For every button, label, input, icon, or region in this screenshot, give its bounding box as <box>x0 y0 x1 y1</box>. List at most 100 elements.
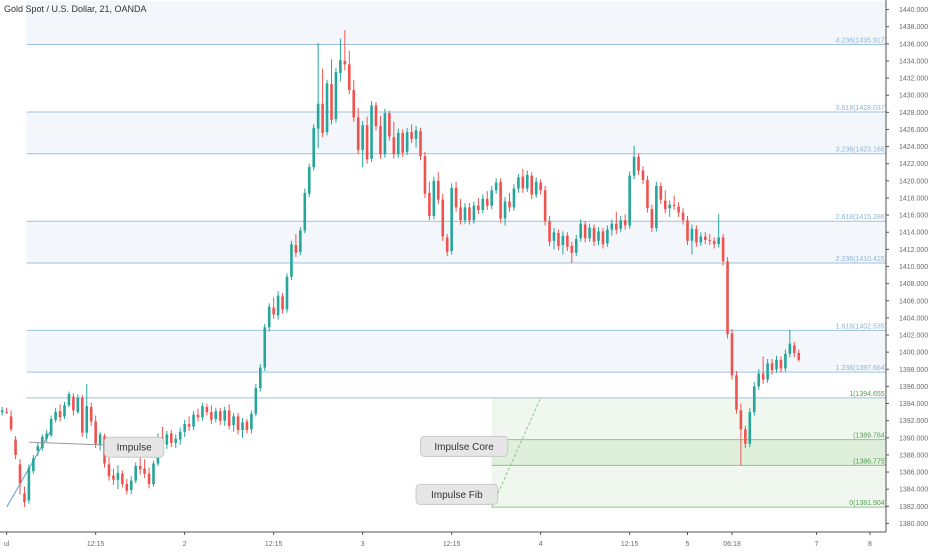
candle-body <box>312 127 315 168</box>
candle-body <box>245 421 249 431</box>
candle-body <box>321 103 324 133</box>
price-tick-label: 1416.000 <box>899 213 928 220</box>
candle-body <box>419 131 422 157</box>
candle-body <box>650 209 654 228</box>
candle-body <box>374 105 378 127</box>
time-tick-label: 5 <box>686 541 690 548</box>
candle-body <box>36 446 40 451</box>
price-tick-label: 1400.000 <box>899 350 928 357</box>
candle-body <box>356 117 360 151</box>
candle-body <box>450 187 453 252</box>
callout-box <box>415 483 499 505</box>
candle-body <box>254 388 258 414</box>
candle-body <box>423 156 427 194</box>
time-tick-label: 7 <box>815 541 819 548</box>
fib-label: 1.618(1402.535) <box>836 323 887 330</box>
time-tick-label: 12:15 <box>87 541 105 548</box>
candle-body <box>757 373 760 387</box>
candle-body <box>23 493 26 503</box>
candle-body <box>735 375 738 410</box>
candle-body <box>601 231 605 245</box>
candle-body <box>263 327 267 368</box>
candle-body <box>690 228 694 241</box>
candle-body <box>454 187 458 208</box>
candle-body <box>89 406 93 422</box>
price-tick-label: 1390.000 <box>899 435 928 442</box>
callout-label: Impulse <box>117 443 152 454</box>
callout-box <box>104 436 165 458</box>
candle-body <box>548 221 551 242</box>
candle-body <box>303 192 307 231</box>
candle-body <box>94 421 97 444</box>
candle-body <box>508 201 511 208</box>
candle-body <box>405 132 409 152</box>
candle-body <box>267 306 271 328</box>
candle-body <box>401 132 404 153</box>
candle-body <box>116 472 120 480</box>
candle-body <box>330 84 333 121</box>
candle-body <box>32 458 35 472</box>
candle-body <box>770 363 774 371</box>
candle-body <box>299 230 302 252</box>
time-tick-label: 12:15 <box>265 541 283 548</box>
price-tick-label: 1438.000 <box>899 24 928 31</box>
callout-label: Impulse Core <box>434 442 494 453</box>
candle-body <box>708 239 712 241</box>
fib-label: 0(1381.904) <box>849 500 887 507</box>
candle-body <box>316 103 320 129</box>
candle-body <box>628 175 631 226</box>
candle-body <box>463 207 467 221</box>
fib-label: 3.618(1428.037) <box>836 105 887 112</box>
candle-body <box>579 223 582 239</box>
candle-body <box>637 156 640 171</box>
price-tick-label: 1398.000 <box>899 367 928 374</box>
price-tick-label: 1440.000 <box>899 7 928 14</box>
candle-body <box>339 60 342 73</box>
candle-body <box>704 236 707 240</box>
candle-body <box>677 206 680 213</box>
price-tick-label: 1404.000 <box>899 315 928 322</box>
candle-body <box>494 182 498 191</box>
callout-label: Impulse Fib <box>431 490 483 501</box>
candle-body <box>365 125 369 160</box>
candle-body <box>396 132 400 155</box>
chart-title: Gold Spot / U.S. Dollar, 21, OANDA <box>4 4 147 14</box>
fib-band <box>26 221 886 263</box>
candle-body <box>437 180 440 200</box>
candle-body <box>121 473 124 485</box>
candle-body <box>98 434 102 446</box>
candle-body <box>227 410 231 426</box>
candle-body <box>672 204 676 206</box>
candle-body <box>143 468 146 474</box>
fib-label: 4.236(1435.917) <box>836 38 887 45</box>
fib-label: 2.236(1410.415) <box>836 256 887 263</box>
price-tick-label: 1382.000 <box>899 504 928 511</box>
candle-body <box>623 220 627 226</box>
candle-body <box>481 198 485 210</box>
candle-body <box>236 416 240 431</box>
candle-body <box>490 190 493 206</box>
zone-upper <box>491 397 886 440</box>
candle-body <box>766 363 769 380</box>
fib-label: 3.236(1423.166) <box>836 147 887 154</box>
candle-body <box>681 212 685 221</box>
candle-body <box>539 182 542 191</box>
candle-body <box>521 176 525 189</box>
price-axis: 1380.000 1382.000 1384.000 1386.000 1388.000… <box>885 0 932 550</box>
time-tick-label: 4 <box>539 541 543 548</box>
callouts: Impulse Impulse Core Impulse Fib <box>28 435 509 505</box>
candle-body <box>797 353 801 360</box>
candle-body <box>187 424 191 427</box>
candle-body <box>183 424 186 432</box>
zone-core <box>491 439 886 466</box>
candle-body <box>517 177 520 189</box>
candle-body <box>557 233 560 246</box>
candle-body <box>85 406 89 433</box>
candle-body <box>361 125 364 151</box>
candle-body <box>655 185 658 228</box>
candle-body <box>196 414 200 418</box>
candle-body <box>610 223 614 230</box>
candle-body <box>370 105 373 159</box>
price-tick-label: 1380.000 <box>899 521 928 528</box>
